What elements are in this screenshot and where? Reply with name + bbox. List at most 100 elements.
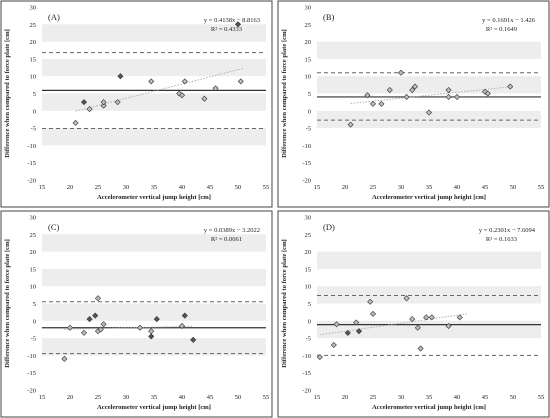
data-point bbox=[378, 100, 385, 107]
shaded-band bbox=[42, 93, 266, 111]
panel-2: -20 -15 -10 -5 0 5 10 15 20 25 30 15 20 25 30 35 40 45 50 5… bbox=[277, 0, 550, 208]
data-point bbox=[97, 326, 104, 333]
data-point bbox=[428, 314, 435, 321]
y-tick-label: 20 bbox=[305, 249, 312, 256]
data-point bbox=[114, 99, 121, 106]
trend-line bbox=[319, 313, 469, 336]
y-tick-label: 30 bbox=[305, 215, 312, 222]
y-tick-label: 20 bbox=[30, 39, 37, 46]
y-axis-label: Difference when compared to force plate … bbox=[4, 239, 11, 368]
data-point bbox=[212, 85, 219, 92]
data-point bbox=[136, 324, 144, 331]
data-point bbox=[237, 78, 244, 85]
r-squared: R² = 0.1633 bbox=[486, 236, 517, 243]
y-tick-label: 25 bbox=[30, 232, 37, 239]
y-tick-label: -15 bbox=[27, 370, 36, 377]
y-tick-label: -10 bbox=[302, 143, 311, 150]
x-axis-label: Accelerometer vertical jump height [cm] bbox=[372, 194, 486, 201]
y-tick-label: 30 bbox=[305, 5, 312, 12]
x-tick-label: 40 bbox=[179, 184, 186, 191]
data-point bbox=[453, 93, 461, 100]
data-point bbox=[417, 345, 424, 352]
x-tick-label: 50 bbox=[235, 394, 242, 401]
y-tick-label: 25 bbox=[305, 232, 312, 239]
data-point bbox=[445, 322, 452, 330]
data-point bbox=[456, 314, 463, 321]
regression-equation: y = 0.4138x − 8.8163 bbox=[204, 17, 260, 24]
x-tick-label: 40 bbox=[179, 394, 186, 401]
data-point bbox=[66, 324, 74, 331]
y-tick-label: 10 bbox=[305, 74, 312, 81]
panel-1: -20 -15 -10 -5 0 5 10 15 20 25 30 15 20 25 30 35 40 45 50 5… bbox=[0, 0, 273, 208]
data-point bbox=[86, 316, 93, 323]
y-tick-label: -10 bbox=[27, 143, 36, 150]
y-axis-label: Difference when compared to force plate … bbox=[281, 239, 288, 368]
x-tick-label: 50 bbox=[510, 184, 517, 191]
shaded-band bbox=[317, 320, 541, 339]
y-tick-label: -10 bbox=[302, 353, 311, 360]
data-point bbox=[355, 328, 363, 335]
y-tick-label: 0 bbox=[33, 318, 36, 325]
x-tick-label: 30 bbox=[398, 184, 405, 191]
y-tick-label: -5 bbox=[31, 126, 36, 133]
data-point bbox=[344, 329, 351, 336]
shaded-band bbox=[42, 268, 266, 287]
trend-line bbox=[64, 325, 194, 330]
x-tick-label: 30 bbox=[123, 184, 130, 191]
y-tick-label: -20 bbox=[27, 388, 36, 395]
panel-frame bbox=[277, 210, 550, 418]
y-tick-label: -20 bbox=[302, 388, 311, 395]
data-point bbox=[369, 100, 377, 107]
data-point bbox=[333, 321, 340, 328]
y-tick-label: -15 bbox=[27, 160, 36, 167]
data-point bbox=[367, 298, 374, 305]
shaded-band bbox=[317, 110, 541, 129]
y-tick-label: 30 bbox=[30, 5, 37, 12]
y-tick-label: -5 bbox=[306, 336, 311, 343]
data-point bbox=[92, 312, 99, 319]
y-tick-label: -15 bbox=[302, 160, 311, 167]
panel-label: (D) bbox=[323, 222, 335, 232]
data-point bbox=[181, 78, 188, 85]
panel-label: (C) bbox=[48, 222, 60, 232]
x-tick-label: 50 bbox=[235, 184, 242, 191]
x-tick-label: 30 bbox=[398, 394, 405, 401]
shaded-band bbox=[42, 24, 266, 42]
y-tick-label: -20 bbox=[302, 178, 311, 185]
y-tick-label: 20 bbox=[305, 39, 312, 46]
data-point bbox=[176, 90, 183, 97]
x-tick-label: 40 bbox=[454, 394, 461, 401]
r-squared: R² = 0.1649 bbox=[486, 26, 517, 33]
data-point bbox=[100, 321, 107, 328]
y-tick-label: 15 bbox=[305, 266, 312, 273]
data-point bbox=[100, 102, 107, 109]
r-squared: R² = 0.4333 bbox=[211, 26, 242, 33]
x-tick-label: 45 bbox=[207, 184, 214, 191]
shaded-band bbox=[42, 58, 266, 77]
shaded-band bbox=[42, 303, 266, 321]
data-point bbox=[484, 90, 491, 97]
data-point bbox=[148, 333, 155, 340]
data-point bbox=[347, 121, 354, 128]
data-point bbox=[316, 354, 323, 361]
data-point bbox=[181, 312, 188, 319]
trend-line bbox=[75, 67, 244, 112]
x-axis-label: Accelerometer vertical jump height [cm] bbox=[97, 194, 211, 201]
x-tick-label: 45 bbox=[482, 394, 489, 401]
x-tick-label: 15 bbox=[39, 394, 46, 401]
y-tick-label: 10 bbox=[30, 74, 37, 81]
x-tick-label: 30 bbox=[123, 394, 130, 401]
data-point bbox=[80, 329, 88, 336]
panel-frame bbox=[277, 0, 550, 208]
data-point bbox=[94, 295, 102, 302]
y-tick-label: -15 bbox=[302, 370, 311, 377]
y-tick-label: 25 bbox=[305, 22, 312, 29]
x-tick-label: 55 bbox=[538, 394, 545, 401]
r-squared: R² = 0.0061 bbox=[211, 236, 242, 243]
x-tick-label: 35 bbox=[151, 184, 158, 191]
data-point bbox=[409, 316, 416, 323]
x-tick-label: 55 bbox=[263, 184, 270, 191]
x-tick-label: 55 bbox=[263, 394, 270, 401]
x-tick-label: 15 bbox=[39, 184, 46, 191]
regression-equation: y = 0.1691x − 1.426 bbox=[482, 17, 536, 24]
